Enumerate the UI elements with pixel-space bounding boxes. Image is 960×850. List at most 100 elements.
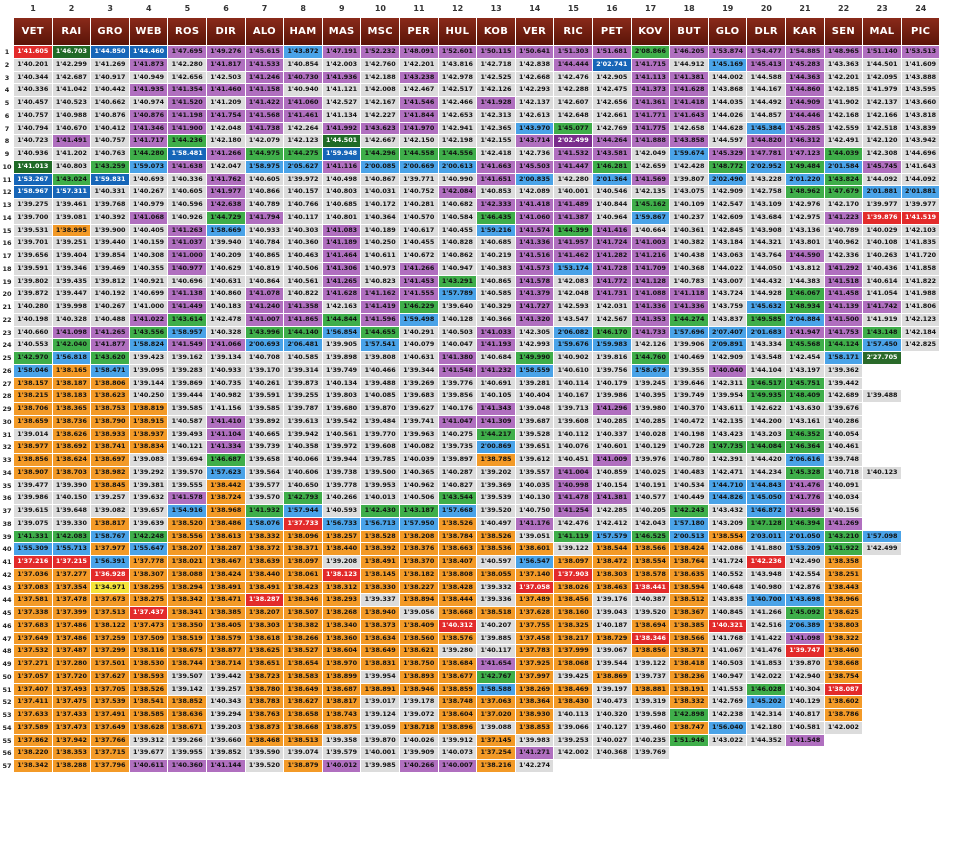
lap-time-cell: 1'39.280 — [438, 645, 478, 658]
lap-time-cell: 1'39.257 — [207, 683, 246, 697]
lap-number: 46 — [2, 621, 12, 630]
lap-time-cell: 1'57.623 — [207, 466, 246, 480]
lap-time-cell: 1'38.750 — [400, 658, 439, 671]
lap-time-cell: 1'41.068 — [129, 211, 169, 225]
lap-time-cell: 1'55.647 — [129, 543, 169, 556]
lap-time-cell: 1'40.865 — [477, 275, 516, 289]
lap-time-cell: 1'41.060 — [515, 211, 555, 225]
lap-time-cell: 1'37.478 — [52, 594, 92, 607]
lap-time-cell: 1'38.601 — [515, 543, 555, 556]
lap-time-cell: 1'46.170 — [593, 326, 632, 340]
lap-time-cell: 1'40.546 — [593, 186, 632, 199]
lap-time-cell: 1'46.028 — [747, 683, 786, 697]
lap-time-cell: 1'42.008 — [361, 84, 400, 97]
lap-number: 22 — [2, 315, 12, 324]
lap-time-cell: 1'40.159 — [129, 237, 169, 250]
lap-time-cell: 1'38.097 — [554, 556, 593, 569]
lap-time-cell: 1'41.410 — [207, 415, 246, 429]
lap-time-cell: 1'40.079 — [400, 339, 439, 352]
lap-time-cell: 1'39.283 — [168, 364, 207, 378]
lap-time-cell: 1'38.879 — [284, 760, 323, 773]
lap-time-cell: 1'40.534 — [670, 479, 709, 493]
lap-time-cell: 1'42.658 — [670, 122, 709, 136]
lap-number: 43 — [2, 583, 12, 592]
lap-time-cell: 1'38.785 — [477, 454, 516, 467]
lap-time-cell: 1'41.568 — [245, 109, 285, 123]
lap-time-cell: 1'38.560 — [400, 632, 439, 646]
lap-time-cell: 1'39.741 — [400, 415, 439, 429]
lap-time-cell: 1'39.332 — [477, 581, 516, 595]
lap-time-cell: 1'42.466 — [438, 97, 478, 110]
lap-time-cell: 1'38.358 — [824, 556, 864, 569]
lap-time-cell: 1'40.617 — [400, 224, 439, 238]
lap-time-cell: 1'37.036 — [14, 568, 53, 582]
lap-time-cell: 1'42.661 — [593, 109, 632, 123]
lap-time-cell: 1'42.123 — [901, 313, 941, 327]
lap-time-cell: 1'39.856 — [438, 390, 478, 403]
lap-time-cell: 1'40.219 — [477, 250, 516, 263]
lap-time-cell: 1'45.615 — [245, 46, 285, 59]
lap-time-cell: 1'42.002 — [824, 721, 864, 735]
lap-time-cell: 1'38.236 — [670, 670, 709, 684]
lap-time-cell: 1'39.555 — [168, 479, 207, 493]
column-number: 21 — [799, 4, 811, 13]
lap-time-cell: 1'38.625 — [245, 645, 285, 658]
lap-time-cell: 1'39.072 — [400, 709, 439, 722]
column-number: 24 — [915, 4, 927, 13]
lap-time-cell: 1'40.267 — [91, 301, 130, 314]
lap-time-cell: 1'39.627 — [400, 403, 439, 416]
lap-time-cell: 1'42.391 — [708, 454, 748, 467]
driver-header: RIC — [554, 18, 593, 45]
lap-time-cell: 1'37.063 — [477, 696, 516, 709]
lap-time-cell: 1'39.640 — [438, 301, 478, 314]
lap-time-cell: 1'38.526 — [438, 517, 478, 531]
lap-time-cell — [901, 670, 941, 684]
lap-time-cell: 1'45.384 — [747, 122, 786, 136]
lap-time-cell — [901, 466, 941, 480]
lap-time-cell: 1'41.724 — [593, 237, 632, 250]
lap-time-cell: 1'40.365 — [400, 466, 439, 480]
lap-time-cell: 1'38.982 — [91, 466, 130, 480]
lap-time-cell — [901, 403, 941, 416]
lap-time-cell: 1'40.585 — [477, 288, 516, 301]
lap-time-cell: 1'44.022 — [708, 262, 748, 276]
lap-time-cell — [901, 709, 941, 722]
lap-time-cell: 1'41.138 — [168, 288, 207, 301]
lap-time-cell: 1'43.620 — [91, 352, 130, 365]
lap-number: 11 — [2, 175, 12, 184]
lap-time-cell: 1'40.360 — [284, 237, 323, 250]
lap-time-cell: 1'41.336 — [670, 301, 709, 314]
lap-number: 35 — [2, 481, 12, 490]
lap-time-cell: 1'37.486 — [52, 632, 92, 646]
lap-time-cell: 1'40.483 — [670, 466, 709, 480]
lap-time-cell: 1'39.747 — [786, 645, 825, 658]
lap-time-cell: 2'27.705 — [863, 352, 902, 365]
lap-time-cell: 1'43.764 — [747, 250, 786, 263]
lap-time-cell: 1'40.025 — [631, 466, 671, 480]
lap-time-cell: 1'40.436 — [863, 262, 902, 276]
lap-time-cell: 1'40.845 — [708, 607, 748, 620]
lap-time-cell: 1'39.362 — [824, 364, 864, 378]
lap-time-cell: 2'01.584 — [824, 160, 864, 174]
lap-time-cell: 1'38.287 — [245, 594, 285, 607]
lap-time-cell: 1'42.767 — [477, 670, 516, 684]
driver-header: MAL — [863, 18, 902, 45]
lap-time-cell: 1'38.566 — [631, 543, 671, 556]
lap-time-cell: 1'40.650 — [284, 479, 323, 493]
lap-time-cell: 1'40.412 — [91, 122, 130, 136]
lap-time-cell: 1'39.319 — [631, 696, 671, 709]
lap-time-cell: 1'43.184 — [708, 237, 748, 250]
lap-time-cell: 1'39.591 — [14, 262, 53, 276]
lap-time-cell: 1'38.651 — [245, 658, 285, 671]
lap-time-cell: 1'39.074 — [284, 747, 323, 760]
lap-time-cell: 1'39.269 — [400, 377, 439, 391]
lap-time-cell: 1'44.710 — [708, 479, 748, 493]
lap-time-cell: 1'39.059 — [361, 721, 400, 735]
driver-header: PIC — [901, 18, 941, 45]
lap-time-cell: 1'38.869 — [593, 670, 632, 684]
lap-time-cell: 1'38.806 — [91, 377, 130, 391]
lap-time-cell: 1'44.092 — [901, 173, 941, 187]
lap-time-cell: 1'44.501 — [863, 58, 902, 72]
lap-time-cell: 1'41.970 — [400, 122, 439, 136]
column-number: 7 — [261, 4, 268, 13]
